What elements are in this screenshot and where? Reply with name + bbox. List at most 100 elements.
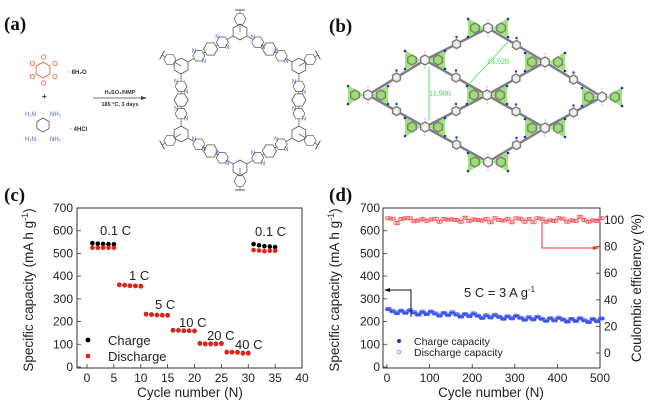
benzene-ring [451,105,461,117]
data-point-coulombic-efficiency [573,218,578,223]
nitrogen-atom [506,35,510,39]
nitrogen-atom [523,51,527,55]
nitrogen-atom [443,134,447,138]
y-axis-label: Specific capacity (mA h g-1) [326,208,342,371]
data-point-discharge-capacity [585,319,590,324]
nitrogen-atom [455,35,458,39]
nitrogen-atom [465,84,469,88]
data-point-coulombic-efficiency [392,216,397,221]
data-point-discharge [122,282,127,288]
y-tick-label: 700 [53,201,73,215]
data-point-discharge-capacity [416,312,421,317]
hydrogen-atom [600,87,604,91]
legend-marker-charge [85,337,91,343]
data-point-discharge [176,328,181,333]
nitrogen-atom-label: N [274,49,278,55]
aromatic-ring [583,91,595,103]
data-point-discharge [143,312,149,317]
oxygen-atom-label: O [41,81,47,88]
nitrogen-atom-label: N [261,45,265,51]
nitrogen-atom [563,69,567,73]
tetraaminobenzene-structure: H₂N NH₂ H₂N NH₂ [25,112,62,143]
data-point-coulombic-efficiency [582,218,587,223]
x-tick-label: 0 [84,371,91,385]
x-tick-label: 35 [268,371,282,385]
data-point-coulombic-efficiency [556,216,561,221]
outer-ring [303,53,317,66]
nitrogen-atom [403,67,407,71]
data-point-discharge [95,245,101,251]
nitrogen-atom [443,49,447,53]
data-point-coulombic-efficiency [407,216,412,221]
cycling-stability-chart: 0 100 200 300 400 500 0 100 200 300 400 500 600 700 0 2… [326,201,644,400]
data-point-coulombic-efficiency [460,219,465,224]
data-point-discharge-capacity [573,318,578,323]
pyrazine-ring [251,152,265,164]
y2-tick-label: 60 [604,266,618,280]
polymer-bracket [159,50,165,60]
nitrogen-atom [505,102,509,106]
y-axis-label: Specific capacity (mA h g-1) [20,208,36,371]
nitrogen-atom-label: N [292,79,296,85]
data-point-discharge [165,313,170,318]
data-point-discharge-capacity [428,309,433,314]
nitrogen-atom [454,102,458,106]
data-point-discharge-capacity [534,314,539,319]
nitrogen-atom [515,36,518,40]
data-point-discharge-capacity [505,314,510,319]
data-point-coulombic-efficiency [489,220,494,225]
benzene-linker-ring [291,93,307,107]
nitrogen-atom [466,35,470,39]
benzene-ring [36,117,50,133]
data-point-discharge-capacity [563,319,568,324]
arrow-right-axis [541,222,595,249]
data-point-coulombic-efficiency [389,216,394,221]
data-point-coulombic-efficiency [457,219,462,224]
data-point-discharge-capacity [578,316,583,321]
data-point-discharge-capacity [453,312,458,317]
conditions-temperature: 185 °C, 3 days [101,102,138,108]
data-point-coulombic-efficiency [576,214,581,219]
data-point-coulombic-efficiency [505,217,510,222]
data-point-coulombic-efficiency [600,216,605,221]
y2-tick-label: 20 [604,319,618,333]
aromatic-ring [495,22,507,34]
data-point-coulombic-efficiency [453,218,458,223]
outer-ring [163,53,177,66]
data-point-coulombic-efficiency [403,216,408,221]
data-point-discharge-capacity [568,316,573,321]
data-point-discharge-capacity [384,306,389,311]
data-point-coulombic-efficiency [433,216,438,221]
data-point-discharge-capacity [401,310,406,315]
outer-ring [233,175,247,187]
data-point-coulombic-efficiency [487,220,492,225]
pyrazine-ring [192,50,206,62]
data-point-coulombic-efficiency [555,216,560,221]
data-point-coulombic-efficiency [535,216,540,221]
data-point-discharge [251,247,256,253]
nitrogen-atom-label: N [184,117,188,123]
data-point-coulombic-efficiency [509,220,514,225]
data-point-coulombic-efficiency [393,221,398,226]
y-tick-label: 100 [53,337,73,351]
data-point-discharge-capacity [501,316,506,321]
nitrogen-atom [454,69,458,72]
data-point-discharge-capacity [589,317,594,322]
pyrazine-ring [274,138,288,150]
hydrogen-atom [543,118,547,122]
data-point-discharge-capacity [393,310,398,315]
data-point-coulombic-efficiency [410,219,415,224]
data-point-charge [256,243,262,248]
data-point-coulombic-efficiency [394,221,399,226]
data-point-coulombic-efficiency [590,218,595,223]
data-point-discharge-capacity [491,312,496,317]
y2-tick-label: 0 [604,346,611,360]
benzene-ring [451,139,462,150]
data-point-discharge-capacity [593,319,598,324]
data-point-coulombic-efficiency [401,216,406,221]
data-point-discharge-capacity [504,314,509,319]
data-point-discharge [192,328,197,334]
data-point-coulombic-efficiency [552,218,557,223]
